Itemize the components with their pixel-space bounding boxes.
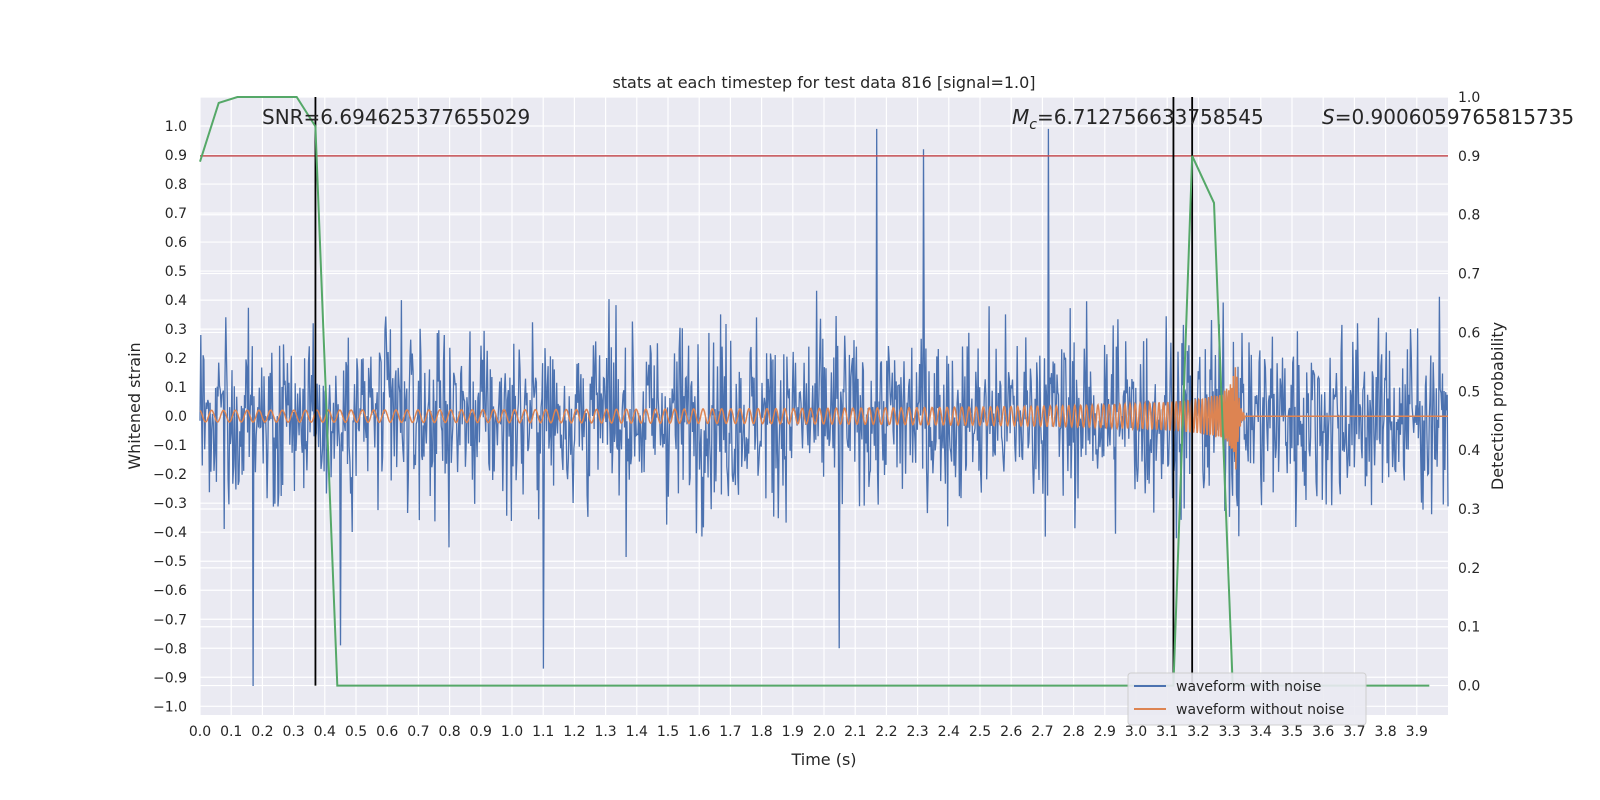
y2-tick-label: 0.6 xyxy=(1458,325,1480,341)
x-tick-label: 0.9 xyxy=(470,724,492,740)
y2-tick-label: 0.8 xyxy=(1458,208,1480,224)
x-tick-label: 1.5 xyxy=(657,724,679,740)
y-tick-label: 0.9 xyxy=(165,148,187,164)
x-tick-label: 3.6 xyxy=(1312,724,1334,740)
y-tick-label: −0.7 xyxy=(153,612,187,628)
y-tick-label: 0.6 xyxy=(165,235,187,251)
legend-box xyxy=(1127,672,1367,726)
score-annotation: S=0.9006059765815735 xyxy=(1322,105,1574,129)
y-tick-label: −0.6 xyxy=(153,583,187,599)
x-tick-label: 2.1 xyxy=(844,724,866,740)
x-tick-label: 0.8 xyxy=(438,724,460,740)
y-tick-label: 0.0 xyxy=(165,409,187,425)
x-tick-label: 3.5 xyxy=(1281,724,1303,740)
chirp-mass-annotation: Mc=6.712756633758545 xyxy=(1012,105,1264,133)
y-tick-label: 1.0 xyxy=(165,119,187,135)
y2-tick-label: 0.2 xyxy=(1458,561,1480,577)
y-tick-label: 0.1 xyxy=(165,380,187,396)
y2-tick-label: 0.9 xyxy=(1458,149,1480,165)
y2-tick-label: 0.3 xyxy=(1458,502,1480,518)
legend: waveform with noise waveform without noi… xyxy=(1127,672,1367,726)
detection-probability-line xyxy=(199,96,1430,687)
chirp-mass-subscript: c xyxy=(1029,117,1037,133)
chirp-mass-value: =6.712756633758545 xyxy=(1037,105,1264,129)
x-tick-label: 3.3 xyxy=(1218,724,1240,740)
x-tick-label: 2.4 xyxy=(938,724,960,740)
x-tick-label: 3.4 xyxy=(1250,724,1272,740)
score-value: =0.9006059765815735 xyxy=(1335,105,1574,129)
vertical-markers xyxy=(314,97,1194,686)
y2-tick-label: 1.0 xyxy=(1458,90,1480,106)
legend-label-clean: waveform without noise xyxy=(1176,702,1344,718)
x-tick-label: 0.0 xyxy=(189,724,211,740)
y-tick-label: −0.4 xyxy=(153,525,187,541)
y-tick-label: 0.8 xyxy=(165,177,187,193)
x-tick-label: 0.7 xyxy=(407,724,429,740)
x-tick-label: 1.8 xyxy=(750,724,772,740)
legend-label-noise: waveform with noise xyxy=(1176,679,1321,695)
y-tick-label: 0.5 xyxy=(165,264,187,280)
clean-waveform-line xyxy=(199,367,1448,470)
y-tick-label: −0.9 xyxy=(153,670,187,686)
y-axis-title: Whitened strain xyxy=(125,342,144,469)
y2-tick-label: 0.7 xyxy=(1458,267,1480,283)
x-tick-label: 0.4 xyxy=(314,724,336,740)
y-tick-label: −0.2 xyxy=(153,467,187,483)
y2-tick-label: 0.1 xyxy=(1458,620,1480,636)
x-tick-label: 2.8 xyxy=(1062,724,1084,740)
y-tick-label: −1.0 xyxy=(153,699,187,715)
x-tick-label: 3.2 xyxy=(1187,724,1209,740)
snr-annotation: SNR=6.694625377655029 xyxy=(262,105,530,129)
x-tick-label: 1.3 xyxy=(594,724,616,740)
chart-title: stats at each timestep for test data 816… xyxy=(612,73,1035,92)
x-tick-label: 1.6 xyxy=(688,724,710,740)
x-tick-label: 1.7 xyxy=(719,724,741,740)
x-tick-label: 2.0 xyxy=(813,724,835,740)
tick-labels: 0.0 0.1 0.2 0.3 0.4 0.5 0.6 0.7 0.8 0.9 1.0 1.1 1.2 1… xyxy=(153,90,1480,740)
x-axis-title: Time (s) xyxy=(790,750,856,769)
x-tick-label: 1.2 xyxy=(563,724,585,740)
y-tick-label: 0.7 xyxy=(165,206,187,222)
x-tick-label: 2.3 xyxy=(906,724,928,740)
y2-tick-label: 0.5 xyxy=(1458,384,1480,400)
y-tick-label: −0.5 xyxy=(153,554,187,570)
x-tick-label: 0.6 xyxy=(376,724,398,740)
x-tick-label: 2.9 xyxy=(1094,724,1116,740)
x-tick-label: 2.7 xyxy=(1031,724,1053,740)
x-tick-label: 1.9 xyxy=(782,724,804,740)
x-tick-label: 3.1 xyxy=(1156,724,1178,740)
x-tick-label: 2.2 xyxy=(875,724,897,740)
y-tick-label: −0.8 xyxy=(153,641,187,657)
score-symbol: S xyxy=(1322,105,1335,129)
detection-probability-series xyxy=(199,96,1430,687)
y-tick-label: 0.2 xyxy=(165,351,187,367)
x-tick-label: 3.8 xyxy=(1374,724,1396,740)
x-tick-label: 1.4 xyxy=(626,724,648,740)
x-tick-label: 2.5 xyxy=(969,724,991,740)
x-tick-label: 3.7 xyxy=(1343,724,1365,740)
y2-axis-title: Detection probability xyxy=(1488,322,1507,490)
x-tick-label: 0.3 xyxy=(282,724,304,740)
x-tick-label: 3.9 xyxy=(1406,724,1428,740)
y2-tick-label: 0.0 xyxy=(1458,679,1480,695)
y2-tick-label: 0.4 xyxy=(1458,443,1480,459)
x-tick-label: 0.2 xyxy=(251,724,273,740)
y-tick-label: 0.3 xyxy=(165,322,187,338)
x-tick-label: 0.5 xyxy=(345,724,367,740)
y-tick-label: −0.3 xyxy=(153,496,187,512)
x-tick-label: 2.6 xyxy=(1000,724,1022,740)
waveform-without-noise-series xyxy=(199,367,1448,470)
x-tick-label: 1.0 xyxy=(501,724,523,740)
x-tick-label: 0.1 xyxy=(220,724,242,740)
y-tick-label: −0.1 xyxy=(153,438,187,454)
y-tick-label: 0.4 xyxy=(165,293,187,309)
x-tick-label: 3.0 xyxy=(1125,724,1147,740)
chirp-mass-symbol: M xyxy=(1012,105,1029,129)
x-tick-label: 1.1 xyxy=(532,724,554,740)
